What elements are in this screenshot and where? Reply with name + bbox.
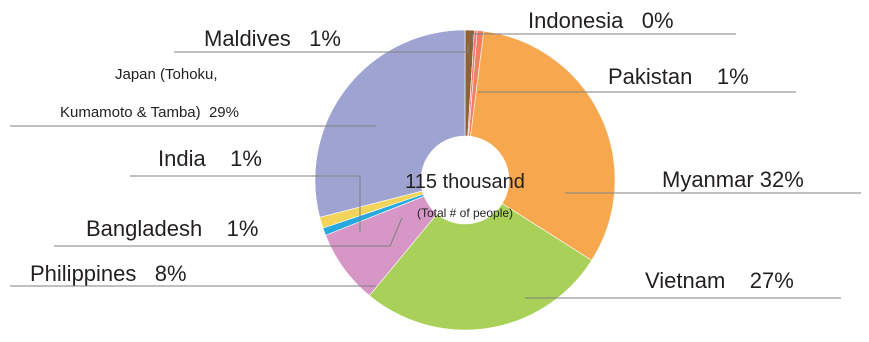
label-bangladesh: Bangladesh 1% xyxy=(86,216,258,241)
label-vietnam: Vietnam 27% xyxy=(645,268,794,293)
label-japan-line1: Japan (Tohoku, xyxy=(115,66,218,83)
center-total-sublabel: (Total # of people) xyxy=(417,206,513,220)
center-total-label: 115 thousand xyxy=(405,171,525,193)
label-japan-line2: Kumamoto & Tamba) 29% xyxy=(60,104,239,121)
label-maldives: Maldives 1% xyxy=(204,26,341,51)
label-indonesia: Indonesia 0% xyxy=(528,8,674,33)
label-india: India 1% xyxy=(158,146,262,171)
label-philippines: Philippines 8% xyxy=(30,261,187,286)
label-myanmar: Myanmar 32% xyxy=(662,167,804,192)
label-pakistan: Pakistan 1% xyxy=(608,64,749,89)
